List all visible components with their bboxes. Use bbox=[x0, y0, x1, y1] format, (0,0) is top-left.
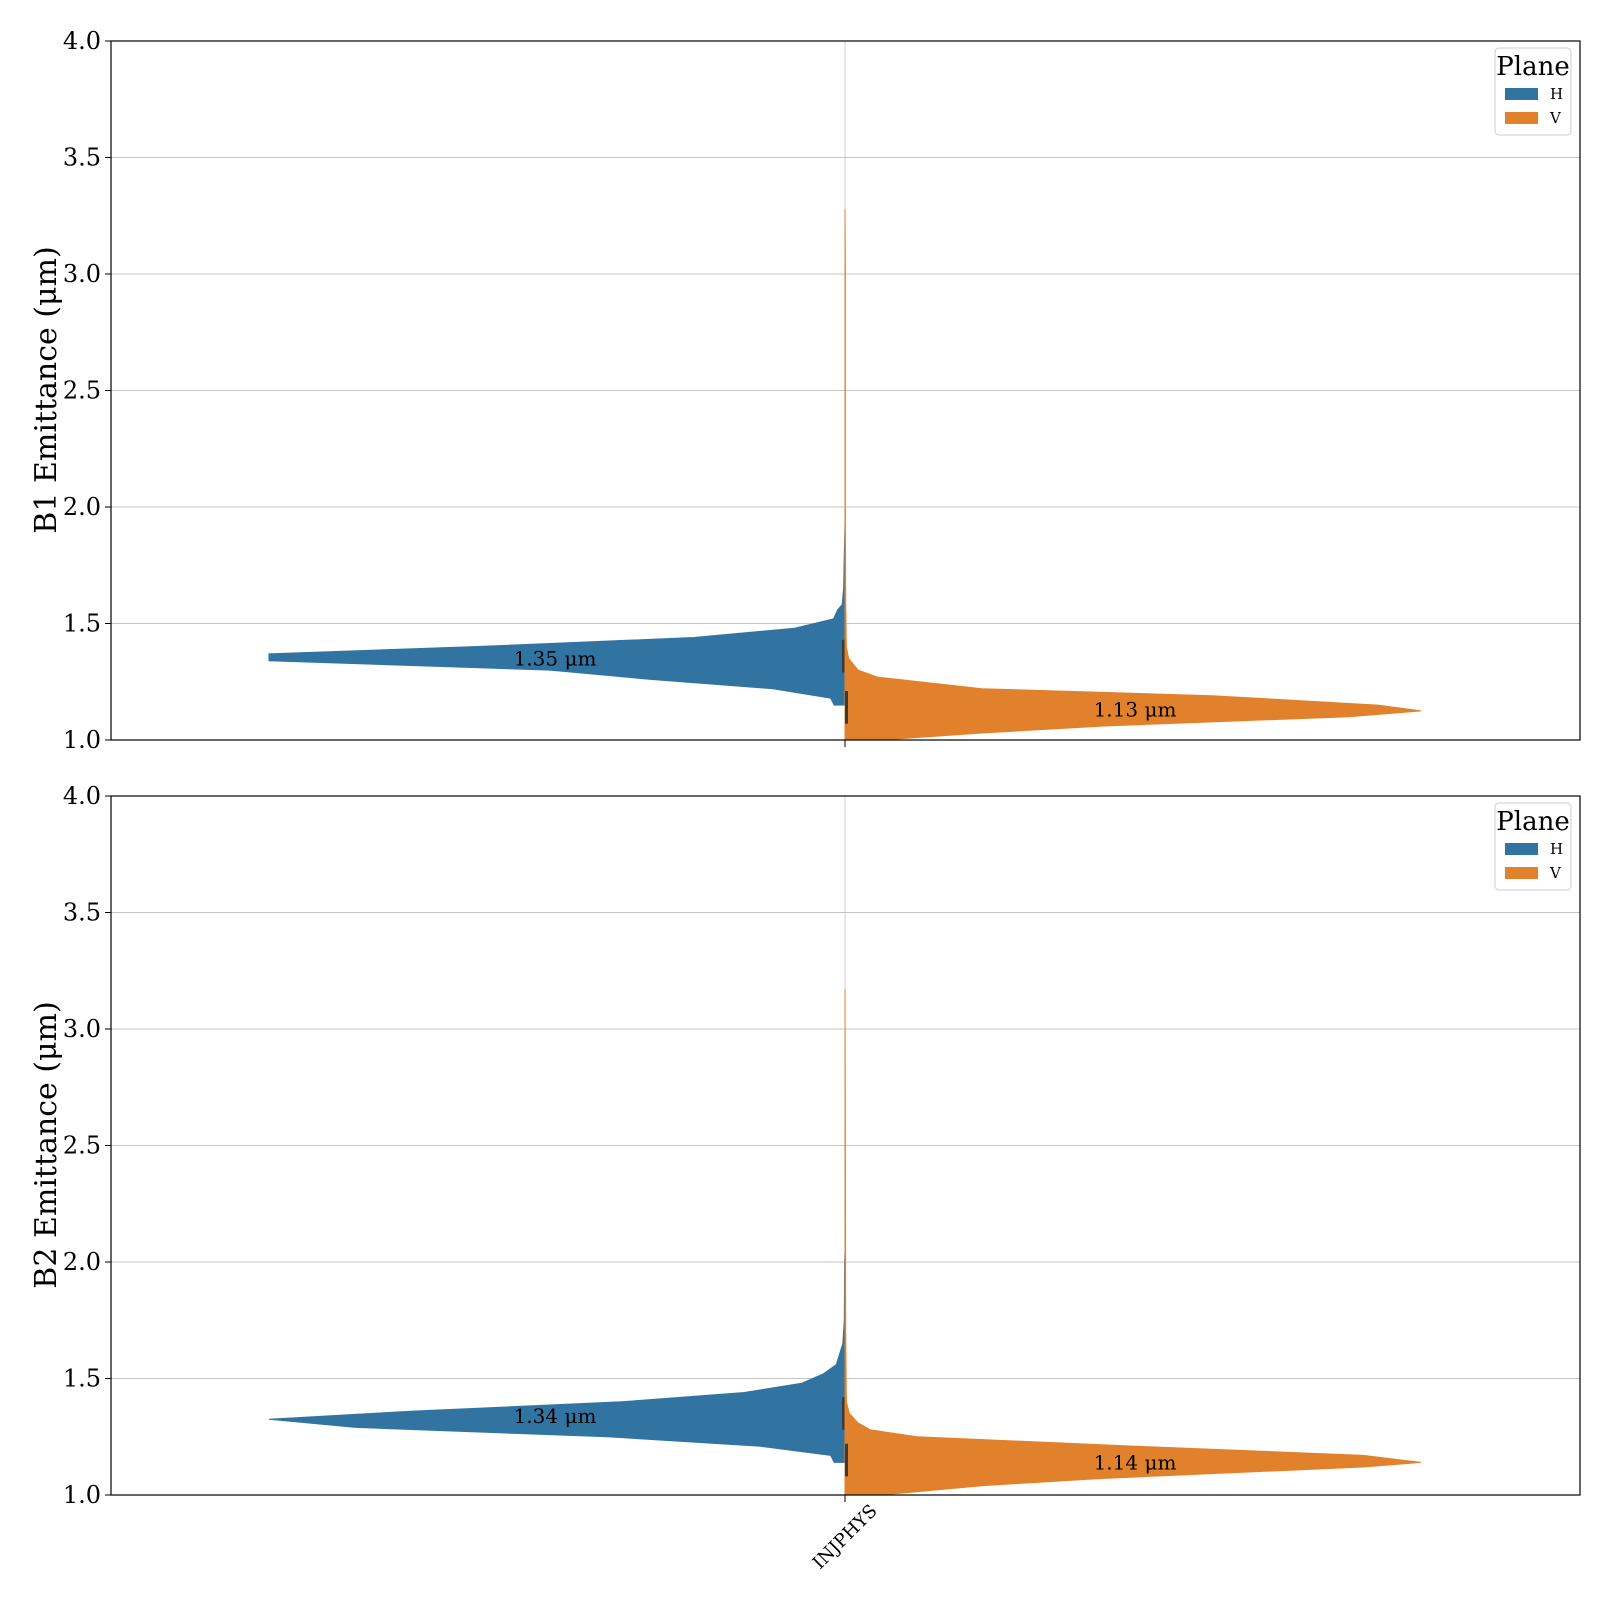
y-tick-labels: 1.0 1.5 2.0 2.5 3.0 3.5 4.0 bbox=[63, 782, 111, 1509]
y-tick-label: 2.5 bbox=[63, 1132, 101, 1160]
y-tick-label: 1.0 bbox=[63, 1481, 101, 1509]
y-tick-label: 2.0 bbox=[63, 1248, 101, 1276]
legend-title: Plane bbox=[1496, 807, 1569, 837]
y-tick-labels: 1.0 1.5 2.0 2.5 3.0 3.5 4.0 bbox=[63, 27, 111, 754]
y-tick-label: 3.0 bbox=[63, 1015, 101, 1043]
y-tick-label: 4.0 bbox=[63, 782, 101, 810]
y-axis-title: B2 Emittance (μm) bbox=[29, 1001, 64, 1288]
x-tick-label: INJPHYS bbox=[809, 1501, 882, 1574]
y-tick-label: 3.5 bbox=[63, 899, 101, 927]
legend-label-v: V bbox=[1549, 109, 1562, 127]
violin-half-h bbox=[268, 523, 846, 706]
y-tick-label: 1.5 bbox=[63, 610, 101, 638]
median-annotation-h: 1.35 μm bbox=[514, 646, 597, 670]
median-annotation-v: 1.13 μm bbox=[1094, 698, 1177, 722]
y-tick-label: 2.5 bbox=[63, 377, 101, 405]
legend: Plane H V bbox=[1494, 802, 1572, 891]
legend: Plane H V bbox=[1494, 47, 1572, 136]
violin-shapes: 1.35 μm 1.13 μm bbox=[268, 208, 1422, 741]
violin-half-v bbox=[844, 208, 1422, 741]
legend-swatch-h bbox=[1505, 88, 1538, 100]
y-axis-title: B1 Emittance (μm) bbox=[29, 246, 64, 533]
y-tick-label: 3.5 bbox=[63, 144, 101, 172]
legend-swatch-v bbox=[1505, 112, 1538, 124]
legend-label-v: V bbox=[1549, 864, 1562, 882]
legend-swatch-v bbox=[1505, 867, 1538, 879]
y-tick-label: 3.0 bbox=[63, 260, 101, 288]
violin-half-v bbox=[844, 989, 1422, 1496]
median-annotation-h: 1.34 μm bbox=[514, 1404, 597, 1428]
y-tick-label: 4.0 bbox=[63, 27, 101, 55]
legend-title: Plane bbox=[1496, 52, 1569, 82]
b2-emittance-panel: 1.0 1.5 2.0 2.5 3.0 3.5 4.0 1.34 μm 1.14 μm B2 … bbox=[29, 782, 1581, 1574]
violin-shapes: 1.34 μm 1.14 μm bbox=[268, 989, 1422, 1496]
y-tick-label: 2.0 bbox=[63, 493, 101, 521]
legend-swatch-h bbox=[1505, 843, 1538, 855]
median-annotation-v: 1.14 μm bbox=[1094, 1450, 1177, 1474]
legend-label-h: H bbox=[1550, 840, 1563, 858]
legend-label-h: H bbox=[1550, 85, 1563, 103]
y-tick-label: 1.0 bbox=[63, 726, 101, 754]
y-tick-label: 1.5 bbox=[63, 1365, 101, 1393]
b1-emittance-panel: 1.0 1.5 2.0 2.5 3.0 3.5 4.0 1.35 μm 1.13 μm B1 … bbox=[29, 27, 1581, 754]
